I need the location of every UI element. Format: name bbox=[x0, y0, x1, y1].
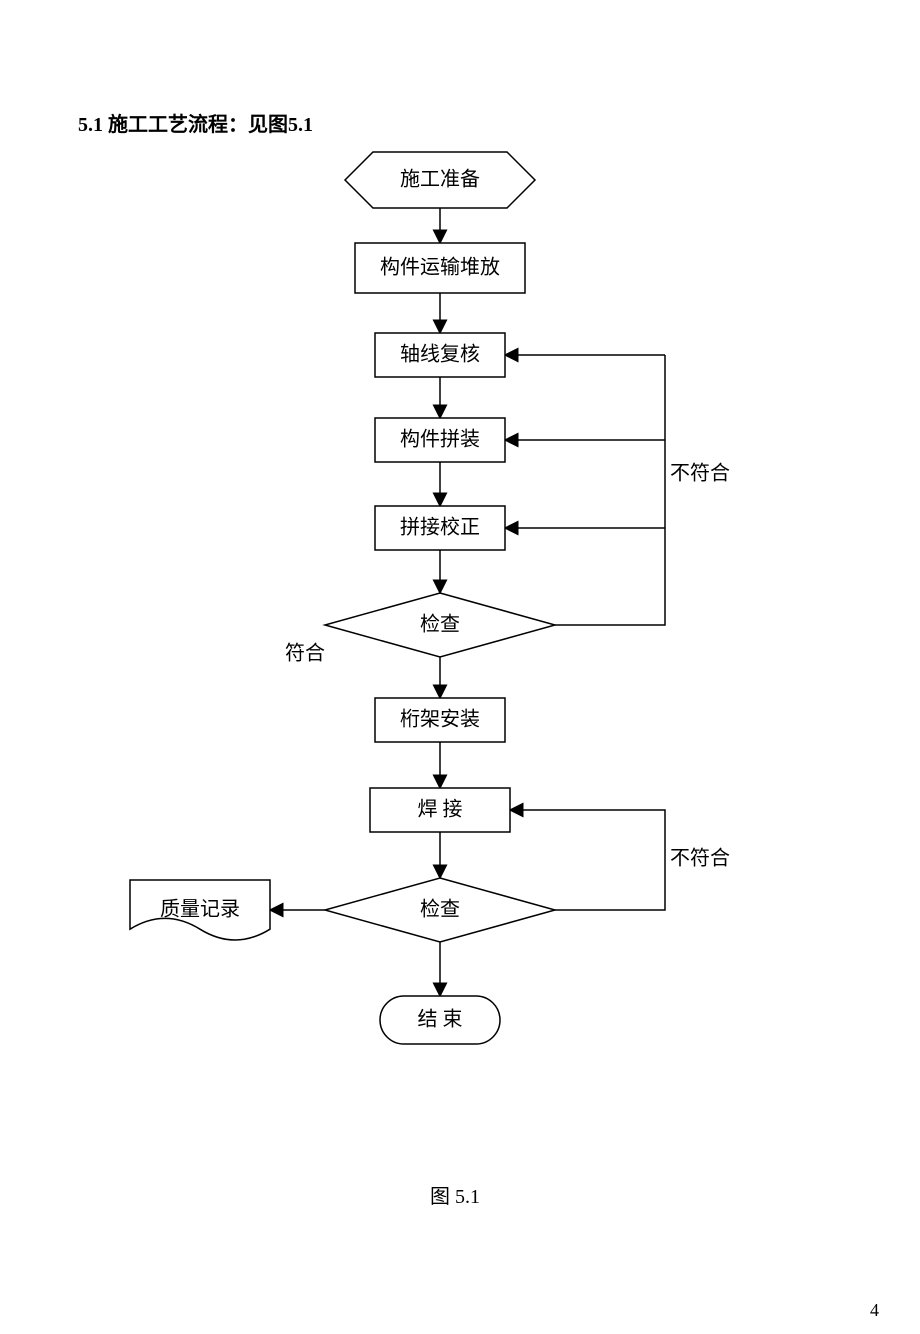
page-number: 4 bbox=[870, 1300, 879, 1321]
flow-node-n9: 检查 bbox=[325, 878, 555, 942]
section-heading: 5.1 施工工艺流程：见图5.1 bbox=[78, 108, 313, 137]
flow-node-n1: 施工准备 bbox=[345, 152, 535, 208]
flow-node-label: 构件运输堆放 bbox=[380, 256, 500, 279]
flow-node-label: 焊 接 bbox=[418, 798, 463, 821]
flow-node-n11: 质量记录 bbox=[130, 880, 270, 940]
flow-node-label: 拼接校正 bbox=[400, 516, 480, 539]
flow-node-n7: 桁架安装 bbox=[375, 698, 505, 742]
flow-node-n10: 结 束 bbox=[380, 996, 500, 1044]
flow-node-label: 轴线复核 bbox=[400, 343, 480, 366]
flow-node-n4: 构件拼装 bbox=[375, 418, 505, 462]
flow-node-label: 施工准备 bbox=[400, 168, 480, 191]
flow-node-label: 桁架安装 bbox=[400, 708, 480, 731]
flow-node-n2: 构件运输堆放 bbox=[355, 243, 525, 293]
flow-node-label: 质量记录 bbox=[160, 898, 240, 921]
page: 5.1 施工工艺流程：见图5.1 施工准备构件运输堆放轴线复核构件拼装拼接校正检… bbox=[0, 0, 920, 1334]
figure-caption: 图 5.1 bbox=[430, 1180, 480, 1209]
flow-node-n3: 轴线复核 bbox=[375, 333, 505, 377]
flow-node-label: 构件拼装 bbox=[400, 428, 480, 451]
flow-node-label: 检查 bbox=[420, 613, 460, 636]
flow-node-label: 结 束 bbox=[418, 1008, 463, 1031]
flow-edge-label: 不符合 bbox=[670, 462, 730, 485]
flow-edge-label: 符合 bbox=[285, 642, 325, 665]
flow-node-n6: 检查 bbox=[325, 593, 555, 657]
flowchart: 施工准备构件运输堆放轴线复核构件拼装拼接校正检查桁架安装焊 接检查结 束质量记录… bbox=[120, 140, 780, 1100]
flow-node-n5: 拼接校正 bbox=[375, 506, 505, 550]
flow-node-n8: 焊 接 bbox=[370, 788, 510, 832]
flow-edge-label: 不符合 bbox=[670, 847, 730, 870]
flow-node-label: 检查 bbox=[420, 898, 460, 921]
